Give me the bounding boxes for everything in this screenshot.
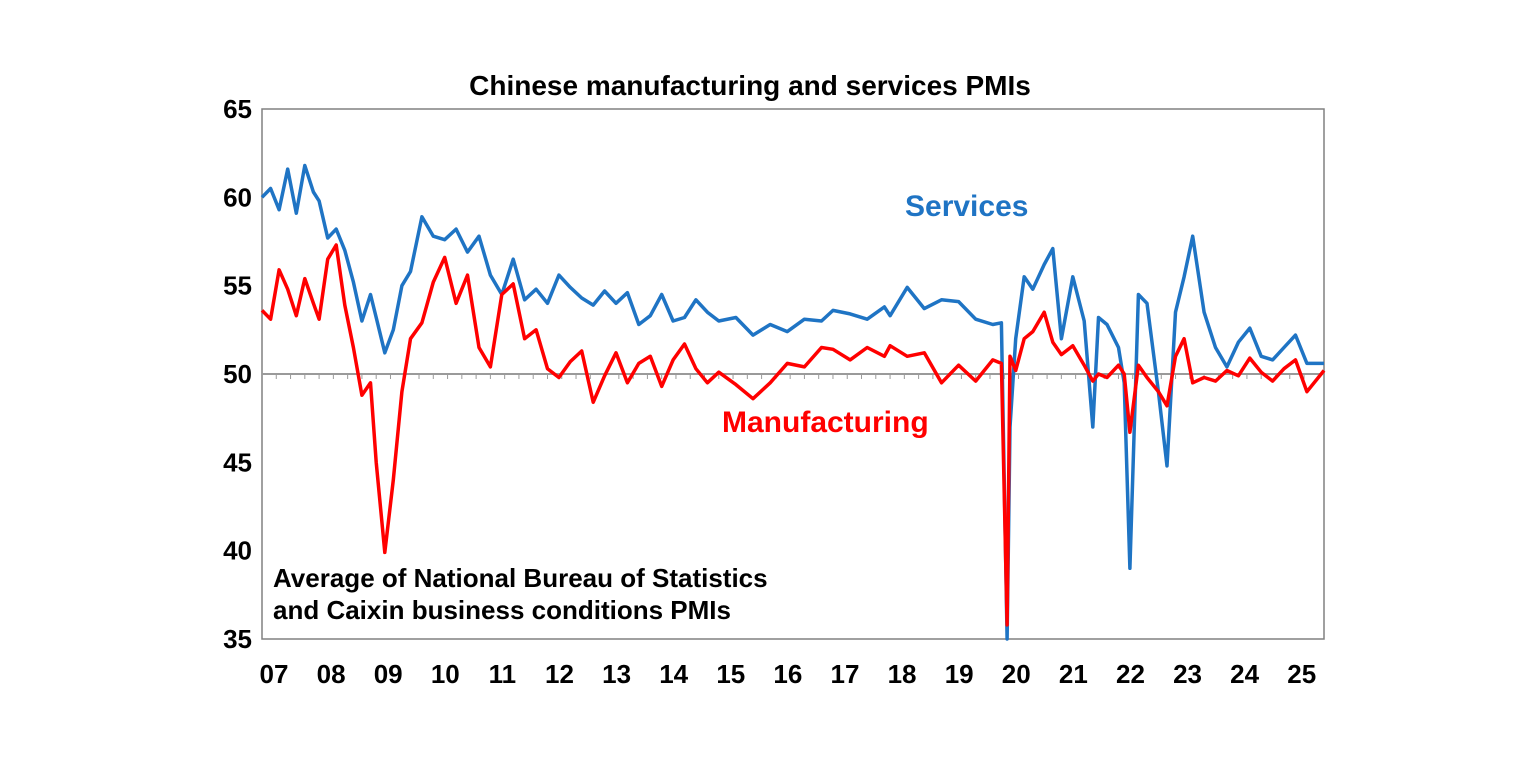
y-tick-label: 65 xyxy=(223,94,252,124)
x-tick-label: 17 xyxy=(831,659,860,689)
chart-title: Chinese manufacturing and services PMIs xyxy=(469,70,1031,101)
x-tick-label: 09 xyxy=(374,659,403,689)
y-tick-label: 45 xyxy=(223,447,252,477)
x-tick-label: 19 xyxy=(945,659,974,689)
x-axis: 07 08 09 10 11 12 13 14 15 16 17 18 19 20 21 22 23 24 25 xyxy=(260,659,1317,689)
y-tick-label: 55 xyxy=(223,271,252,301)
x-tick-label: 22 xyxy=(1116,659,1145,689)
x-tick-label: 18 xyxy=(888,659,917,689)
y-tick-label: 50 xyxy=(223,359,252,389)
x-tick-label: 12 xyxy=(545,659,574,689)
x-tick-label: 07 xyxy=(260,659,289,689)
x-tick-label: 08 xyxy=(317,659,346,689)
y-axis: 35 40 45 50 55 60 65 xyxy=(223,94,252,654)
x-tick-label: 24 xyxy=(1230,659,1259,689)
x-tick-label: 25 xyxy=(1287,659,1316,689)
manufacturing-series-line xyxy=(260,243,1326,627)
x-tick-label: 15 xyxy=(716,659,745,689)
x-tick-label: 16 xyxy=(773,659,802,689)
source-note-line-2: and Caixin business conditions PMIs xyxy=(273,595,731,625)
y-tick-label: 35 xyxy=(223,624,252,654)
x-tick-label: 14 xyxy=(659,659,688,689)
y-tick-label: 40 xyxy=(223,536,252,566)
source-note-line-1: Average of National Bureau of Statistics xyxy=(273,563,768,593)
x-tick-label: 21 xyxy=(1059,659,1088,689)
x-tick-label: 13 xyxy=(602,659,631,689)
manufacturing-series-label: Manufacturing xyxy=(722,406,929,439)
services-series-line xyxy=(260,163,1324,641)
y-tick-label: 60 xyxy=(223,182,252,212)
x-tick-label: 10 xyxy=(431,659,460,689)
x-tick-label: 11 xyxy=(489,659,517,689)
services-series-label: Services xyxy=(905,190,1028,223)
x-tick-label: 20 xyxy=(1002,659,1031,689)
x-tick-label: 23 xyxy=(1173,659,1202,689)
